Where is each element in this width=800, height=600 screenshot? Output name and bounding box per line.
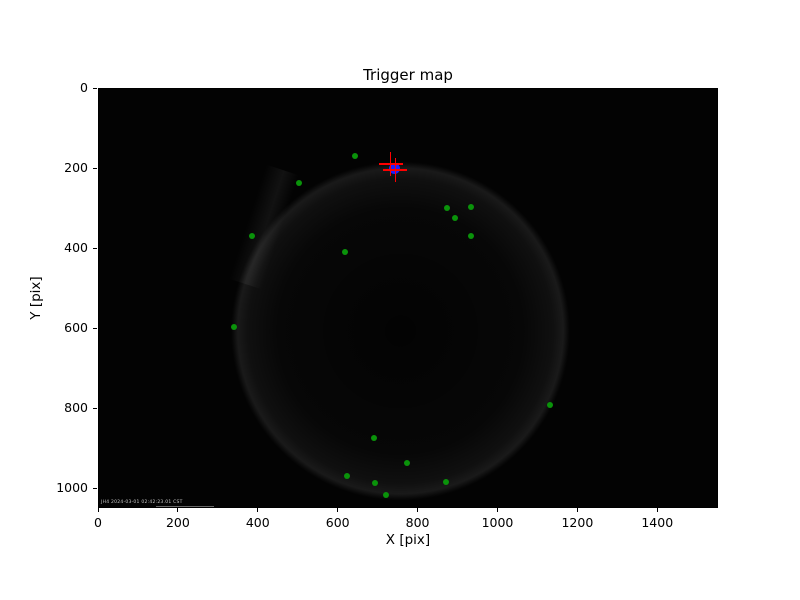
y-tick-label: 800 bbox=[64, 400, 88, 415]
y-tick bbox=[93, 327, 97, 329]
crosshair-vbar bbox=[394, 157, 397, 182]
y-tick-label: 1000 bbox=[56, 480, 88, 495]
trigger-pixels-marker bbox=[467, 204, 474, 210]
camera-timestamp-overlay: JH4 2024-03-01 02:42:23.01 CST bbox=[101, 499, 183, 505]
x-tick bbox=[257, 508, 259, 512]
trigger-pixels-marker bbox=[370, 434, 377, 441]
y-tick-label: 600 bbox=[64, 320, 88, 335]
chart-title: Trigger map bbox=[363, 66, 453, 84]
trigger-pixels-marker bbox=[546, 402, 553, 408]
plot-area: JH4 2024-03-01 02:42:23.01 CST bbox=[98, 88, 718, 508]
trigger-pixels-marker bbox=[443, 205, 450, 212]
trigger-pixels-marker bbox=[442, 478, 449, 485]
x-tick bbox=[177, 508, 179, 512]
y-tick bbox=[93, 407, 97, 409]
camera-fov-ring bbox=[230, 161, 571, 501]
trigger-pixels-marker bbox=[344, 473, 351, 480]
x-tick-label: 0 bbox=[94, 515, 102, 530]
trigger-pixels-marker bbox=[341, 249, 348, 256]
y-tick bbox=[93, 87, 97, 89]
y-tick-label: 200 bbox=[64, 160, 88, 175]
crosshair-marker bbox=[378, 151, 403, 176]
x-tick bbox=[97, 508, 99, 512]
x-tick bbox=[337, 508, 339, 512]
y-tick-label: 400 bbox=[64, 240, 88, 255]
x-tick-label: 1200 bbox=[561, 515, 594, 530]
x-tick bbox=[656, 508, 658, 512]
x-tick-label: 200 bbox=[165, 515, 190, 530]
x-tick bbox=[417, 508, 419, 512]
trigger-pixels-marker bbox=[231, 324, 238, 330]
trigger-pixels-marker bbox=[404, 460, 411, 466]
trigger-pixels-marker bbox=[452, 214, 459, 221]
x-tick bbox=[576, 508, 578, 512]
x-tick-label: 1400 bbox=[641, 515, 674, 530]
trigger-pixels-marker bbox=[248, 233, 255, 240]
x-tick-label: 600 bbox=[325, 515, 350, 530]
camera-overlay-underline bbox=[156, 506, 214, 507]
crosshair-vbar bbox=[389, 151, 392, 176]
y-tick bbox=[93, 247, 97, 249]
crosshair-marker bbox=[383, 157, 408, 182]
trigger-pixels-marker bbox=[372, 480, 379, 486]
trigger-pixels-marker bbox=[295, 180, 302, 187]
trigger-pixels-marker bbox=[382, 492, 389, 498]
y-tick bbox=[93, 487, 97, 489]
y-tick-label: 0 bbox=[80, 80, 88, 95]
x-tick-label: 800 bbox=[405, 515, 430, 530]
trigger-pixels-marker bbox=[351, 153, 358, 160]
x-axis-label: X [pix] bbox=[385, 532, 431, 548]
trigger-pixels-marker bbox=[467, 233, 474, 240]
x-tick-label: 400 bbox=[245, 515, 270, 530]
y-tick bbox=[93, 167, 97, 169]
x-tick-label: 1000 bbox=[481, 515, 514, 530]
x-tick bbox=[496, 508, 498, 512]
